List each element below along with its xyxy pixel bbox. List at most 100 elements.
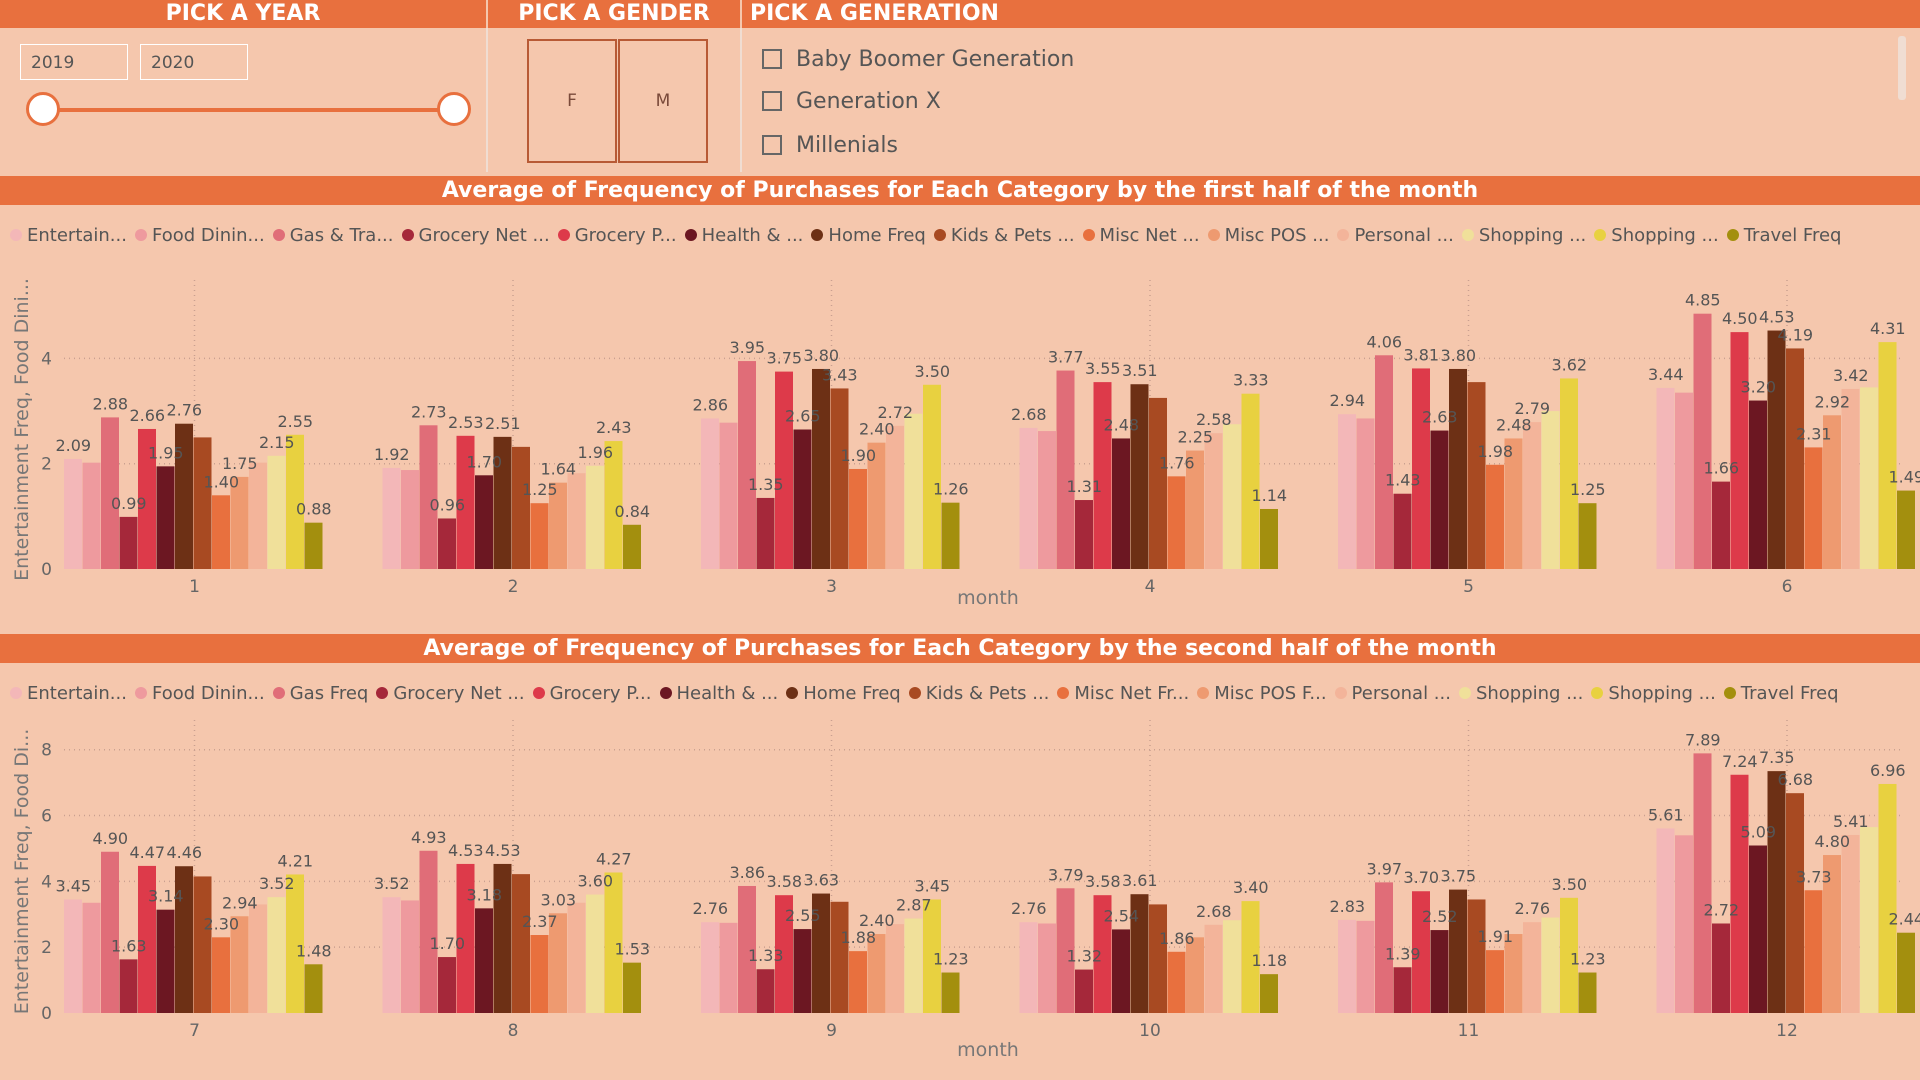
bar[interactable]: [941, 972, 960, 1013]
bar[interactable]: [1804, 447, 1823, 569]
bar[interactable]: [1860, 827, 1878, 1013]
bar[interactable]: [1223, 424, 1241, 569]
bar[interactable]: [249, 462, 267, 569]
bar[interactable]: [138, 428, 156, 569]
bar[interactable]: [941, 502, 960, 569]
bar[interactable]: [1167, 951, 1186, 1013]
bar[interactable]: [64, 458, 82, 569]
legend-item[interactable]: Gas & Tra...: [272, 225, 394, 246]
bar[interactable]: [1056, 888, 1075, 1013]
checkbox[interactable]: [762, 49, 782, 69]
bar[interactable]: [401, 900, 419, 1013]
bar[interactable]: [82, 902, 101, 1013]
bar[interactable]: [1786, 793, 1804, 1013]
bar[interactable]: [756, 497, 775, 569]
bar[interactable]: [1541, 411, 1560, 569]
generation-option-millenials[interactable]: Millenials: [762, 130, 898, 160]
legend-item[interactable]: Shopping ...: [1461, 225, 1586, 246]
bar[interactable]: [586, 894, 604, 1013]
bar[interactable]: [1693, 753, 1712, 1013]
generation-option-baby-boomer[interactable]: Baby Boomer Generation: [762, 44, 1074, 74]
bar[interactable]: [1693, 313, 1712, 569]
bar[interactable]: [1038, 431, 1056, 569]
bar[interactable]: [1467, 382, 1486, 569]
bar[interactable]: [1767, 771, 1786, 1013]
bar[interactable]: [1149, 904, 1167, 1013]
bar[interactable]: [1412, 368, 1430, 569]
bar[interactable]: [1204, 433, 1223, 569]
bar[interactable]: [1860, 387, 1878, 569]
legend-item[interactable]: Personal ...: [1334, 683, 1451, 704]
generation-scrollbar[interactable]: [1898, 36, 1906, 100]
legend-item[interactable]: Grocery P...: [532, 683, 652, 704]
bar[interactable]: [175, 423, 193, 569]
bar[interactable]: [530, 935, 549, 1013]
bar[interactable]: [475, 908, 493, 1013]
bar[interactable]: [175, 866, 193, 1013]
bar[interactable]: [286, 434, 304, 569]
bar[interactable]: [1897, 932, 1915, 1013]
legend-item[interactable]: Grocery Net ...: [376, 683, 525, 704]
bar[interactable]: [549, 913, 567, 1013]
bar[interactable]: [512, 874, 530, 1013]
bar[interactable]: [1038, 923, 1056, 1013]
bar[interactable]: [701, 418, 719, 569]
bar[interactable]: [567, 902, 586, 1013]
legend-item[interactable]: Health & ...: [659, 683, 778, 704]
legend-item[interactable]: Grocery P...: [557, 225, 677, 246]
bar[interactable]: [1112, 438, 1130, 569]
bar[interactable]: [886, 425, 904, 569]
legend-item[interactable]: Entertain...: [10, 683, 127, 704]
bar[interactable]: [1878, 342, 1897, 569]
legend-item[interactable]: Shopping ...: [1591, 683, 1716, 704]
bar[interactable]: [1675, 835, 1693, 1013]
legend-item[interactable]: Travel Freq: [1723, 683, 1839, 704]
bar[interactable]: [738, 361, 756, 569]
bar[interactable]: [401, 470, 419, 569]
bar[interactable]: [812, 368, 830, 569]
bar[interactable]: [1149, 397, 1167, 569]
legend-item[interactable]: Kids & Pets ...: [908, 683, 1049, 704]
bar[interactable]: [304, 964, 323, 1013]
bar[interactable]: [1130, 384, 1149, 569]
year-slider-end-handle[interactable]: [437, 92, 471, 126]
bar[interactable]: [923, 384, 941, 569]
bar[interactable]: [138, 865, 156, 1013]
bar[interactable]: [604, 872, 623, 1013]
legend-item[interactable]: Shopping ...: [1594, 225, 1719, 246]
bar[interactable]: [193, 876, 212, 1013]
bar[interactable]: [119, 516, 138, 569]
bar[interactable]: [1675, 392, 1693, 569]
bar[interactable]: [1449, 368, 1467, 569]
bar[interactable]: [904, 413, 923, 569]
bar[interactable]: [230, 916, 249, 1013]
bar[interactable]: [604, 441, 623, 569]
bar[interactable]: [738, 885, 756, 1013]
bar[interactable]: [793, 429, 812, 570]
bar[interactable]: [1075, 969, 1093, 1013]
bar[interactable]: [793, 929, 812, 1013]
bar[interactable]: [1730, 332, 1749, 569]
bar[interactable]: [493, 436, 512, 569]
bar[interactable]: [1356, 920, 1375, 1013]
bar[interactable]: [419, 425, 438, 569]
bar[interactable]: [1260, 508, 1278, 569]
year-slider-track[interactable]: [44, 108, 456, 112]
bar[interactable]: [382, 897, 401, 1013]
legend-item[interactable]: Health & ...: [684, 225, 803, 246]
bar[interactable]: [1841, 388, 1860, 569]
bar[interactable]: [1393, 967, 1412, 1013]
bar[interactable]: [193, 437, 212, 569]
bar[interactable]: [1578, 503, 1597, 569]
bar[interactable]: [1656, 828, 1675, 1013]
bar[interactable]: [549, 482, 567, 569]
bar[interactable]: [156, 466, 175, 569]
bar[interactable]: [886, 924, 904, 1013]
bar[interactable]: [1186, 450, 1204, 569]
generation-option-gen-x[interactable]: Generation X: [762, 86, 941, 116]
bar[interactable]: [867, 442, 886, 569]
bar[interactable]: [1823, 415, 1841, 569]
bar[interactable]: [1730, 774, 1749, 1013]
bar[interactable]: [623, 524, 641, 569]
bar[interactable]: [1823, 855, 1841, 1013]
